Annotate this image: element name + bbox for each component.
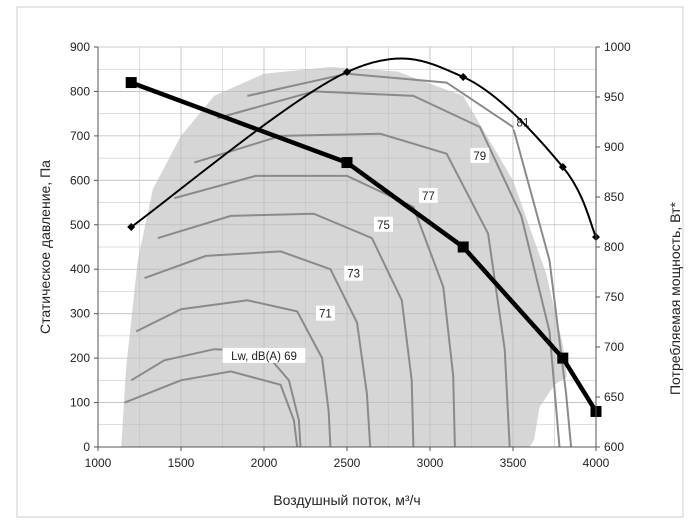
y-tick-label: 600 [70, 173, 90, 187]
sound-contour [174, 174, 456, 448]
y-axis-title: Статическое давление, Па [37, 160, 53, 334]
y2-tick-label: 1000 [604, 40, 631, 54]
contour-label-bg [344, 265, 364, 281]
power-point [558, 163, 567, 171]
contour-label-bg [316, 305, 335, 321]
y-tick-label: 700 [70, 129, 90, 143]
y2-tick-label: 950 [604, 90, 624, 104]
y-tick-label: 800 [70, 84, 90, 98]
sound-contour [135, 299, 332, 448]
contour-label: 75 [377, 220, 390, 232]
pressure-point [125, 77, 137, 89]
contour-label: 73 [347, 269, 360, 281]
contour-label-bg [470, 147, 490, 163]
sound-contour [124, 370, 299, 448]
y2-tick-label: 800 [604, 240, 624, 254]
contour-label: 77 [422, 191, 435, 203]
contour-label: 79 [473, 151, 486, 163]
y-tick-label: 400 [70, 262, 90, 276]
power-curve [130, 57, 597, 238]
y-tick-label: 900 [70, 40, 90, 54]
x-tick-label: 1500 [168, 456, 195, 470]
y-tick-label: 100 [70, 396, 90, 410]
contour-label-bg [374, 216, 393, 232]
x-tick-label: 2000 [251, 456, 278, 470]
contour-label: 71 [319, 309, 332, 321]
x-tick-label: 3000 [417, 456, 444, 470]
y-tick-label: 300 [70, 307, 90, 321]
sound-contour [144, 250, 372, 448]
y2-tick-label: 900 [604, 140, 624, 154]
x-axis-title: Воздушный поток, м³/ч [273, 492, 420, 508]
y2-tick-label: 750 [604, 290, 624, 304]
contour-label: Lw, dB(A) 69 [231, 351, 297, 363]
power-point [459, 73, 468, 81]
y2-tick-label: 600 [604, 440, 624, 454]
y2-axis-title: Потребляемая мощность, Вт* [667, 202, 683, 395]
y-tick-label: 0 [83, 440, 90, 454]
power-point [343, 68, 351, 76]
sound-contour [157, 212, 415, 448]
contour-label-bg [418, 187, 438, 203]
contour-label-bg [222, 347, 306, 363]
y2-tick-label: 650 [604, 390, 624, 404]
pressure-point [557, 352, 569, 364]
y2-tick-label: 700 [604, 340, 624, 354]
x-tick-label: 3500 [500, 456, 527, 470]
y-tick-label: 200 [70, 351, 90, 365]
y2-tick-label: 850 [604, 190, 624, 204]
power-point [127, 223, 136, 231]
x-tick-label: 4000 [583, 456, 610, 470]
pressure-point [341, 157, 353, 169]
pressure-point [457, 241, 469, 253]
y-tick-label: 500 [70, 218, 90, 232]
x-tick-label: 1000 [85, 456, 112, 470]
x-tick-label: 2500 [334, 456, 361, 470]
